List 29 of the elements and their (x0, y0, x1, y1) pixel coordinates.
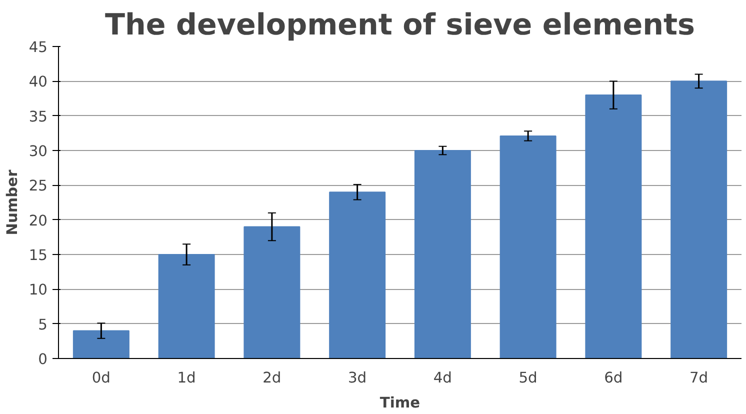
bar (414, 150, 471, 358)
bar (244, 226, 300, 358)
y-axis-title: Number (4, 168, 21, 236)
x-tick-label: 7d (690, 370, 708, 386)
y-tick-label: 45 (28, 39, 48, 56)
y-tick-label: 10 (28, 282, 48, 299)
x-tick-label: 6d (604, 370, 623, 386)
x-tick-label: 1d (177, 370, 196, 386)
y-tick-label: 15 (28, 247, 48, 264)
x-tick-label: 3d (348, 370, 367, 386)
x-tick-label: 4d (433, 370, 452, 386)
bar (158, 254, 215, 358)
bar (72, 330, 130, 358)
y-tick-label: 40 (28, 74, 48, 91)
bar (500, 135, 556, 358)
x-tick-label: 2d (262, 370, 282, 386)
y-tick-label: 0 (38, 351, 48, 368)
x-axis-title: Time (380, 394, 420, 412)
chart-title: The development of sieve elements (104, 8, 696, 42)
x-tick-label: 0d (92, 370, 111, 386)
x-tick-label: 5d (518, 370, 538, 386)
y-tick-label: 35 (28, 108, 48, 126)
y-tick-label: 20 (28, 212, 48, 230)
y-tick-label: 30 (28, 143, 48, 160)
bar (670, 80, 728, 358)
y-tick-label: 5 (38, 316, 48, 334)
bar (585, 94, 642, 358)
bar (329, 192, 386, 358)
y-tick-label: 25 (28, 178, 48, 195)
